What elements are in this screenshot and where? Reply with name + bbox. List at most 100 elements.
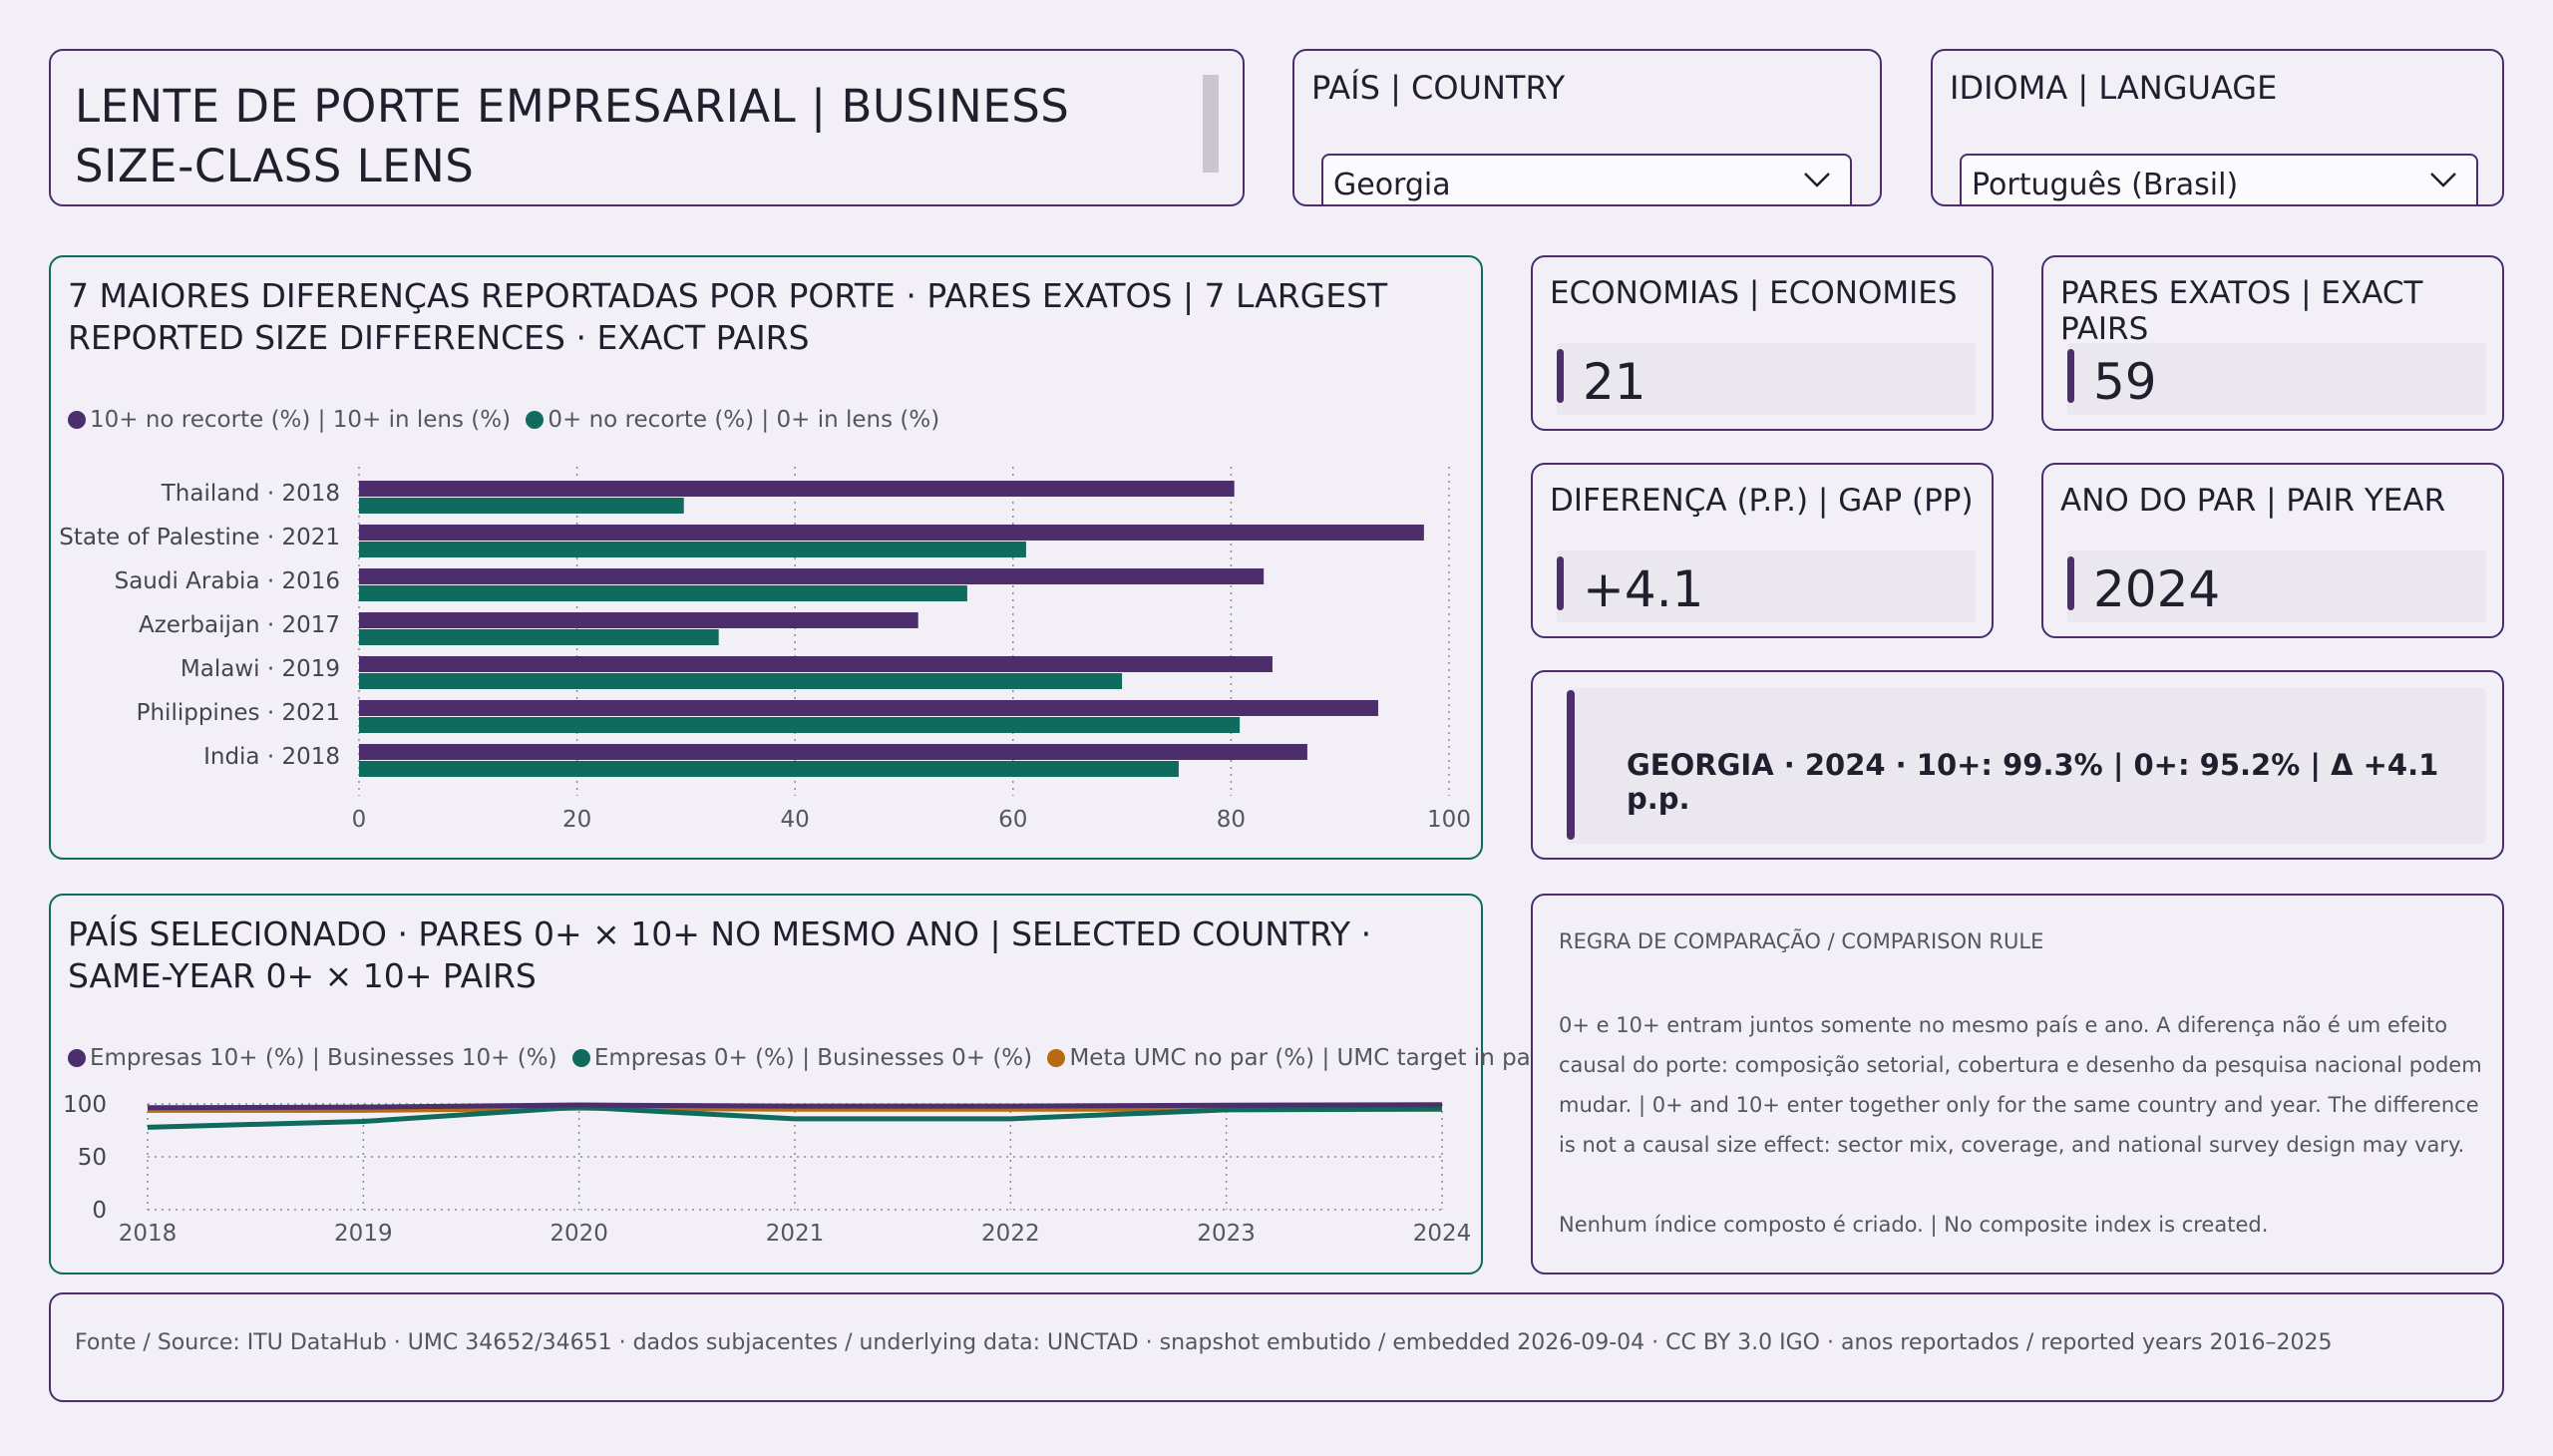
- bar-0plus[interactable]: [359, 673, 1123, 689]
- bar-10plus[interactable]: [359, 525, 1424, 541]
- source-text: Fonte / Source: ITU DataHub · UMC 34652/…: [75, 1330, 2333, 1355]
- kpi-value-box: 21: [1557, 343, 1976, 415]
- legend-item-businesses-0plus[interactable]: Empresas 0+ (%) | Businesses 0+ (%): [571, 1045, 1033, 1071]
- bar-10plus[interactable]: [359, 568, 1265, 584]
- x-tick-label: 2022: [981, 1221, 1040, 1247]
- x-tick-label: 2020: [549, 1221, 608, 1247]
- legend-dot: [68, 411, 86, 429]
- bar-0plus[interactable]: [359, 542, 1026, 557]
- x-tick-label: 2018: [119, 1221, 178, 1247]
- kpi-gap: DIFERENÇA (P.P.) | GAP (PP) +4.1: [1531, 463, 1994, 638]
- line-chart-legend: Empresas 10+ (%) | Businesses 10+ (%) Em…: [68, 1045, 1602, 1071]
- country-dropdown-value: Georgia: [1333, 168, 1451, 202]
- chevron-down-icon: [2430, 173, 2456, 187]
- y-category-label: Thailand · 2018: [161, 481, 340, 507]
- y-category-label: India · 2018: [203, 744, 340, 770]
- y-category-label: State of Palestine · 2021: [59, 525, 340, 550]
- x-tick-label: 0: [352, 807, 367, 833]
- kpi-pairs-value: 59: [2093, 353, 2157, 411]
- bar-10plus[interactable]: [359, 612, 918, 628]
- accent-bar: [2067, 556, 2074, 610]
- legend-label: 0+ no recorte (%) | 0+ in lens (%): [547, 407, 940, 433]
- kpi-value-box: 59: [2067, 343, 2486, 415]
- kpi-exact-pairs: PARES EXATOS | EXACT PAIRS 59: [2041, 255, 2504, 431]
- bar-10plus[interactable]: [359, 481, 1235, 497]
- series-line-businesses-10plus[interactable]: [147, 1102, 1443, 1111]
- bar-0plus[interactable]: [359, 585, 967, 601]
- series-line-businesses-0plus[interactable]: [147, 1104, 1443, 1130]
- title-scrollbar[interactable]: [1203, 75, 1219, 173]
- x-tick-label: 20: [562, 807, 591, 833]
- x-tick-label: 2021: [766, 1221, 825, 1247]
- bar-chart: 0 20 40 60 80 100 Thailand · 2018 State of Pale…: [59, 467, 1471, 833]
- x-tick-label: 2024: [1413, 1221, 1472, 1247]
- line-chart-title: PAÍS SELECIONADO · PARES 0+ × 10+ NO MES…: [68, 914, 1372, 995]
- bar-10plus[interactable]: [359, 700, 1378, 716]
- legend-item-0plus[interactable]: 0+ no recorte (%) | 0+ in lens (%): [526, 407, 939, 433]
- legend-label: 10+ no recorte (%) | 10+ in lens (%): [90, 407, 512, 433]
- country-slicer: PAÍS | COUNTRY Georgia: [1292, 49, 1882, 206]
- country-slicer-title: PAÍS | COUNTRY: [1311, 69, 1566, 107]
- summary-box: GEORGIA · 2024 · 10+: 99.3% | 0+: 95.2% …: [1567, 688, 2486, 844]
- legend-item-businesses-10plus[interactable]: Empresas 10+ (%) | Businesses 10+ (%): [68, 1045, 557, 1071]
- kpi-pairs-label: PARES EXATOS | EXACT PAIRS: [2060, 275, 2423, 347]
- legend-dot: [1047, 1049, 1066, 1067]
- kpi-year-value: 2024: [2093, 560, 2221, 618]
- bar-0plus[interactable]: [359, 717, 1241, 733]
- y-category-label: Saudi Arabia · 2016: [115, 568, 340, 594]
- accent-bar: [1557, 349, 1564, 403]
- summary-text: GEORGIA · 2024 · 10+: 99.3% | 0+: 95.2% …: [1627, 748, 2439, 816]
- x-tick-label: 2023: [1197, 1221, 1256, 1247]
- country-dropdown[interactable]: Georgia: [1321, 154, 1852, 204]
- x-tick-label: 2019: [334, 1221, 393, 1247]
- bar-0plus[interactable]: [359, 761, 1179, 777]
- language-slicer-title: IDIOMA | LANGUAGE: [1950, 69, 2278, 107]
- kpi-gap-value: +4.1: [1583, 560, 1704, 618]
- bar-10plus[interactable]: [359, 656, 1273, 672]
- chevron-down-icon: [1804, 173, 1830, 187]
- rule-paragraph: 0+ e 10+ entram juntos somente no mesmo …: [1559, 1013, 2482, 1157]
- kpi-value-box: 2024: [2067, 550, 2486, 622]
- legend-label: Empresas 0+ (%) | Businesses 0+ (%): [593, 1045, 1033, 1071]
- language-slicer: IDIOMA | LANGUAGE Português (Brasil): [1931, 49, 2504, 206]
- legend-label: Empresas 10+ (%) | Businesses 10+ (%): [90, 1045, 557, 1071]
- title-card: LENTE DE PORTE EMPRESARIAL | BUSINESS SI…: [49, 49, 1245, 206]
- x-tick-label: 40: [781, 807, 810, 833]
- bar-chart-card: 0 20 40 60 80 100 Thailand · 2018 State of Pale…: [49, 255, 1483, 860]
- x-tick-label: 80: [1217, 807, 1246, 833]
- bar-chart-legend: 10+ no recorte (%) | 10+ in lens (%) 0+ …: [68, 407, 947, 433]
- legend-dot: [68, 1049, 86, 1067]
- bar-10plus[interactable]: [359, 744, 1307, 760]
- accent-bar: [2067, 349, 2074, 403]
- bar-0plus[interactable]: [359, 498, 684, 514]
- footer-card: Fonte / Source: ITU DataHub · UMC 34652/…: [49, 1292, 2504, 1402]
- accent-bar: [1567, 690, 1575, 840]
- kpi-year-label: ANO DO PAR | PAIR YEAR: [2060, 483, 2446, 519]
- bar-0plus[interactable]: [359, 629, 719, 645]
- y-tick-label: 100: [63, 1092, 107, 1118]
- y-tick-label: 0: [92, 1198, 107, 1224]
- accent-bar: [1557, 556, 1564, 610]
- legend-item-umc-target[interactable]: Meta UMC no par (%) | UMC target in pair…: [1047, 1045, 1594, 1071]
- legend-label: Meta UMC no par (%) | UMC target in pair…: [1069, 1045, 1594, 1071]
- rule-note: Nenhum índice composto é criado. | No co…: [1559, 1213, 2269, 1237]
- kpi-economies-label: ECONOMIAS | ECONOMIES: [1550, 275, 1958, 311]
- legend-dot: [571, 1049, 590, 1067]
- legend-item-10plus[interactable]: 10+ no recorte (%) | 10+ in lens (%): [68, 407, 511, 433]
- x-tick-label: 100: [1427, 807, 1471, 833]
- line-chart: 0 50 100 2018 2019 2020 2021 2022 2023 2024: [63, 1092, 1472, 1247]
- comparison-rule-card: REGRA DE COMPARAÇÃO / COMPARISON RULE 0+…: [1531, 894, 2504, 1274]
- y-tick-label: 50: [78, 1145, 107, 1171]
- kpi-economies-value: 21: [1583, 353, 1646, 411]
- y-category-label: Azerbaijan · 2017: [139, 612, 340, 638]
- rule-heading: REGRA DE COMPARAÇÃO / COMPARISON RULE: [1559, 929, 2044, 953]
- language-dropdown[interactable]: Português (Brasil): [1960, 154, 2478, 204]
- line-chart-card: 0 50 100 2018 2019 2020 2021 2022 2023 2024 PAÍS …: [49, 894, 1594, 1274]
- legend-dot: [526, 411, 545, 429]
- page-title: LENTE DE PORTE EMPRESARIAL | BUSINESS SI…: [75, 80, 1070, 192]
- kpi-economies: ECONOMIAS | ECONOMIES 21: [1531, 255, 1994, 431]
- bar-chart-title: 7 MAIORES DIFERENÇAS REPORTADAS POR PORT…: [68, 276, 1388, 357]
- y-category-label: Malawi · 2019: [181, 656, 340, 682]
- summary-card: GEORGIA · 2024 · 10+: 99.3% | 0+: 95.2% …: [1531, 670, 2504, 860]
- kpi-value-box: +4.1: [1557, 550, 1976, 622]
